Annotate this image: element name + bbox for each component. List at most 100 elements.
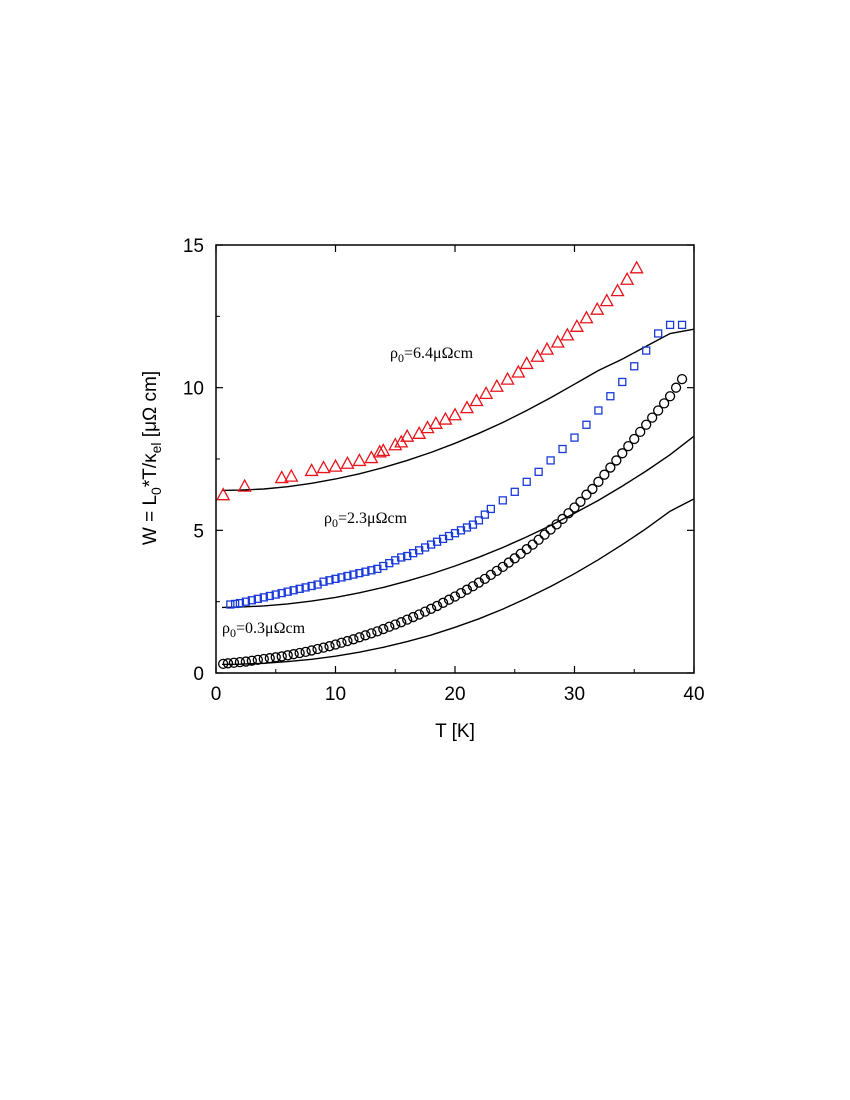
square-point — [510, 487, 519, 496]
circle-point — [629, 433, 640, 445]
triangle-point — [328, 458, 343, 472]
square-point — [241, 597, 251, 606]
circle-point — [354, 632, 365, 643]
fit-curves — [221, 328, 695, 666]
data-markers — [216, 260, 688, 670]
x-axis-title: T [K] — [435, 721, 475, 742]
circle-point — [234, 657, 246, 668]
square-point — [295, 584, 304, 593]
circle-point — [342, 635, 353, 647]
y-tick-label: 5 — [193, 521, 204, 542]
circle-point — [360, 630, 371, 641]
circle-point — [312, 643, 323, 655]
circle-point — [563, 508, 574, 519]
circle-point — [449, 591, 461, 602]
square-point — [665, 320, 675, 330]
circle-point — [288, 649, 299, 660]
square-point — [558, 444, 567, 454]
fit-curve-1 — [221, 435, 695, 609]
circle-point — [300, 646, 311, 658]
circle-point — [664, 391, 676, 402]
circle-point — [533, 534, 544, 545]
triangle-point — [619, 271, 635, 285]
circle-point — [264, 653, 275, 664]
y-tick-label: 15 — [183, 236, 204, 257]
circle-point — [228, 657, 240, 668]
circle-point — [515, 548, 526, 559]
circle-point — [384, 621, 395, 632]
triangle-point — [489, 378, 504, 392]
square-point — [355, 568, 364, 578]
triangle-point — [539, 341, 555, 355]
square-point — [397, 553, 406, 562]
triangle-point — [500, 371, 515, 385]
circle-point — [437, 597, 449, 608]
square-point — [319, 577, 328, 586]
square-point — [498, 496, 507, 505]
circle-point — [431, 600, 443, 612]
square-point — [289, 586, 298, 595]
triangle-point — [469, 393, 484, 407]
triangle-point — [316, 460, 331, 474]
circle-point — [569, 502, 580, 513]
triangle-point — [340, 455, 355, 469]
x-tick-label: 0 — [211, 684, 222, 705]
circle-point — [378, 623, 389, 635]
triangle-point — [579, 310, 594, 324]
triangle-point — [438, 411, 453, 425]
y-tick-label: 10 — [183, 379, 204, 400]
circle-point — [408, 611, 419, 623]
circle-point — [318, 642, 329, 653]
square-point — [343, 571, 352, 581]
square-point — [271, 590, 280, 599]
triangle-point — [590, 301, 605, 315]
circle-point — [222, 658, 234, 669]
fit-curve-0 — [221, 328, 695, 492]
square-point — [277, 588, 286, 598]
circle-point — [461, 584, 473, 595]
triangle-point — [447, 407, 463, 421]
annotation-rho-0-3: ρ0=0.3μΩcm — [222, 620, 306, 640]
triangle-point — [610, 283, 625, 297]
square-point — [677, 320, 687, 330]
circle-point — [252, 654, 263, 666]
square-point — [642, 346, 651, 355]
triangle-point — [372, 444, 387, 458]
circle-point — [641, 419, 652, 430]
circle-point — [557, 513, 568, 525]
circle-point — [521, 544, 532, 555]
y-tick-label: 0 — [193, 664, 204, 685]
circle-point — [605, 462, 616, 473]
square-point — [618, 377, 627, 387]
square-point — [265, 591, 274, 601]
square-point — [606, 392, 615, 401]
square-point — [468, 520, 478, 529]
circle-point — [282, 650, 293, 661]
square-point — [486, 504, 496, 514]
circle-point — [593, 476, 604, 487]
square-point — [361, 567, 370, 576]
circle-point — [617, 448, 628, 459]
triangle-point — [569, 318, 584, 332]
triangle-point — [216, 487, 231, 501]
triangle-point — [478, 386, 494, 400]
circle-point — [581, 489, 592, 500]
triangle-point — [376, 443, 391, 457]
circle-point — [276, 651, 287, 662]
circle-point — [647, 412, 658, 423]
square-point — [546, 456, 555, 465]
square-point — [349, 570, 358, 579]
circle-point — [413, 609, 425, 620]
triangle-point — [629, 260, 644, 274]
triangle-point — [237, 478, 252, 492]
circle-point — [390, 619, 401, 630]
x-tick-label: 10 — [325, 684, 346, 705]
circle-point — [258, 653, 269, 665]
square-point — [331, 574, 340, 583]
square-point — [307, 581, 316, 591]
circle-point — [336, 637, 347, 648]
square-point — [534, 467, 543, 476]
circle-point — [402, 614, 413, 625]
circle-point — [366, 628, 377, 639]
